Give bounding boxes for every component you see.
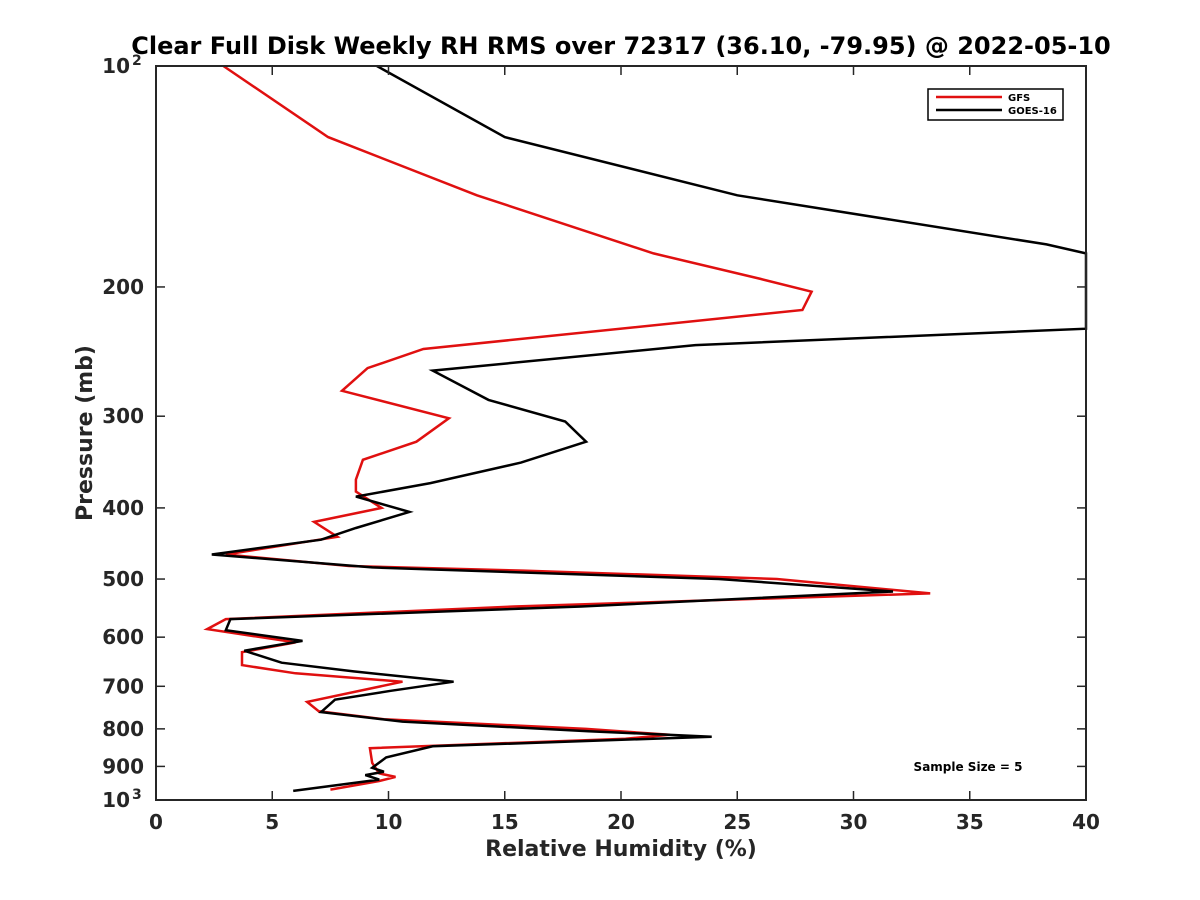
y-tick-label: 400 <box>102 496 144 520</box>
x-tick-label: 30 <box>840 810 868 834</box>
series-layer <box>203 64 1088 793</box>
legend-label-gfs: GFS <box>1008 93 1030 104</box>
y-tick-exponent: 3 <box>132 787 142 803</box>
sample-size-annotation: Sample Size = 5 <box>914 760 1023 774</box>
y-tick-label: 800 <box>102 717 144 741</box>
series-line-goes16 <box>211 64 1088 793</box>
chart-title: Clear Full Disk Weekly RH RMS over 72317… <box>131 32 1111 60</box>
y-axis-label: Pressure (mb) <box>73 345 98 521</box>
x-tick-label: 10 <box>375 810 403 834</box>
y-tick-label: 10 <box>102 788 130 812</box>
legend: GFS GOES-16 <box>927 88 1064 121</box>
y-tick-label: 200 <box>102 275 144 299</box>
x-tick-label: 25 <box>723 810 751 834</box>
y-tick-label: 600 <box>102 625 144 649</box>
x-tick-label: 20 <box>607 810 635 834</box>
y-tick-label: 300 <box>102 404 144 428</box>
legend-box <box>927 88 1064 121</box>
x-tick-label: 0 <box>149 810 163 834</box>
x-tick-label: 5 <box>265 810 279 834</box>
x-tick-label: 35 <box>956 810 984 834</box>
y-tick-exponent: 2 <box>132 53 142 69</box>
x-axis-label: Relative Humidity (%) <box>485 837 757 862</box>
x-tick-label: 40 <box>1072 810 1100 834</box>
y-tick-label: 10 <box>102 54 130 78</box>
y-tick-label: 500 <box>102 567 144 591</box>
y-tick-label: 700 <box>102 674 144 698</box>
legend-label-goes16: GOES-16 <box>1008 106 1057 117</box>
y-tick-label: 900 <box>102 754 144 778</box>
x-axis: 0 5 10 15 20 25 30 35 40 <box>149 66 1100 834</box>
x-tick-label: 15 <box>491 810 519 834</box>
